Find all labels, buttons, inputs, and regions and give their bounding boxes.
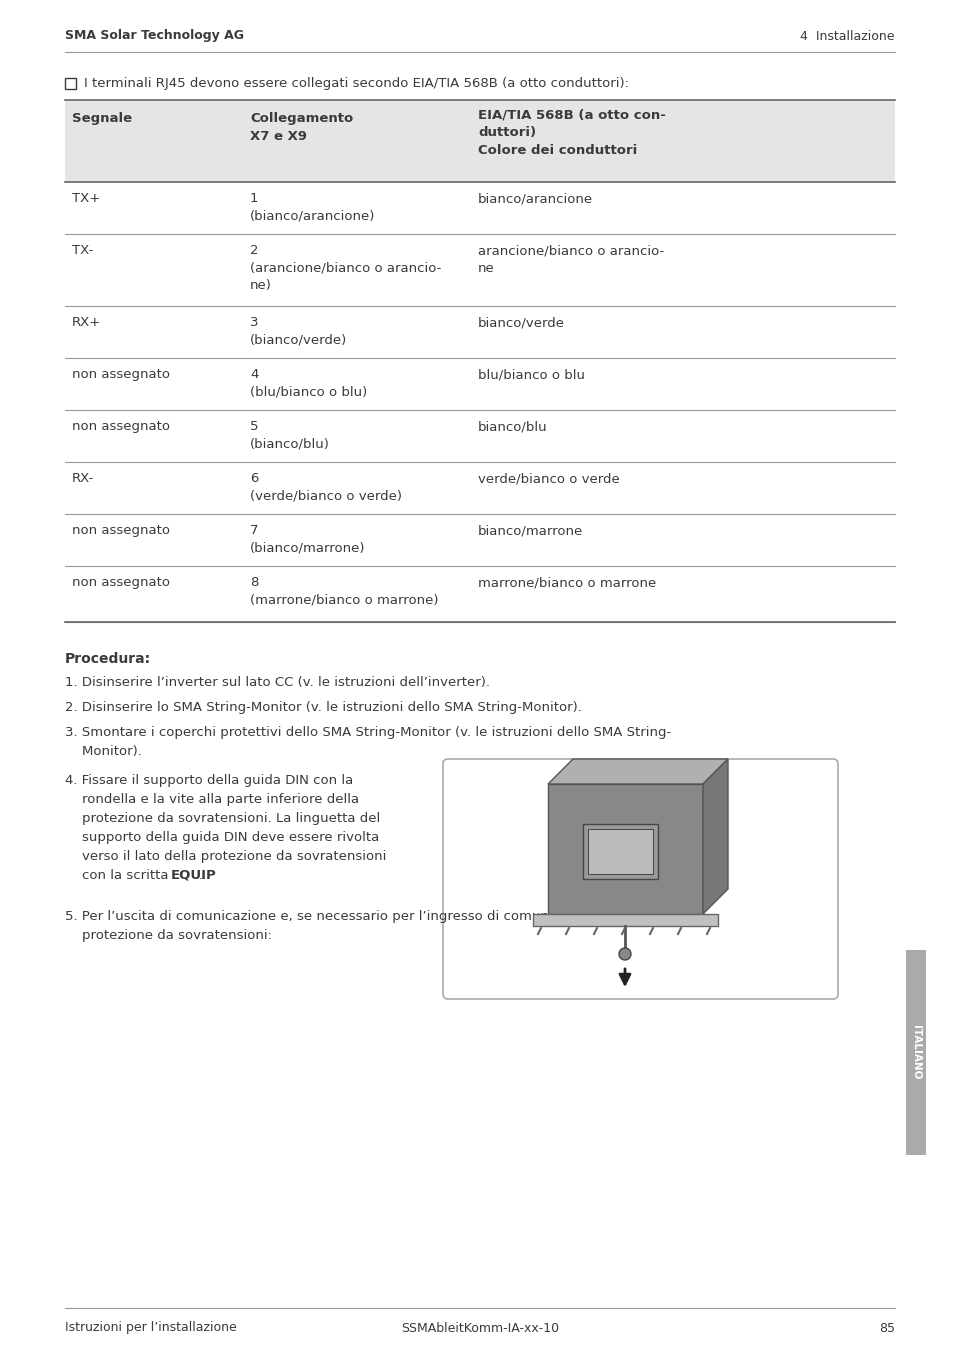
- Text: verso il lato della protezione da sovratensioni: verso il lato della protezione da sovrat…: [65, 850, 386, 862]
- Text: bianco/arancione: bianco/arancione: [477, 192, 593, 204]
- Text: TX-: TX-: [71, 244, 93, 257]
- Text: 85: 85: [878, 1322, 894, 1335]
- Text: 3
(bianco/verde): 3 (bianco/verde): [250, 315, 347, 347]
- Text: 1. Disinserire l’inverter sul lato CC (v. le istruzioni dell’inverter).: 1. Disinserire l’inverter sul lato CC (v…: [65, 676, 490, 689]
- Text: Monitor).: Monitor).: [65, 745, 142, 758]
- Text: non assegnato: non assegnato: [71, 420, 170, 433]
- Polygon shape: [702, 760, 727, 914]
- Bar: [587, 829, 652, 873]
- Text: rondella e la vite alla parte inferiore della: rondella e la vite alla parte inferiore …: [65, 793, 358, 806]
- Text: 3. Smontare i coperchi protettivi dello SMA String-Monitor (v. le istruzioni del: 3. Smontare i coperchi protettivi dello …: [65, 726, 671, 739]
- Bar: [65, 100, 894, 181]
- Text: Collegamento
X7 e X9: Collegamento X7 e X9: [250, 112, 353, 144]
- Text: 5
(bianco/blu): 5 (bianco/blu): [250, 420, 330, 451]
- Bar: [533, 914, 718, 926]
- Text: 8
(marrone/bianco o marrone): 8 (marrone/bianco o marrone): [250, 575, 438, 607]
- Text: non assegnato: non assegnato: [71, 524, 170, 538]
- Text: SSMAbleitKomm-IA-xx-10: SSMAbleitKomm-IA-xx-10: [400, 1322, 558, 1335]
- Text: RX+: RX+: [71, 315, 101, 329]
- Text: EIA/TIA 568B (a otto con-
duttori)
Colore dei conduttori: EIA/TIA 568B (a otto con- duttori) Color…: [477, 108, 665, 157]
- Bar: [547, 784, 702, 914]
- Text: marrone/bianco o marrone: marrone/bianco o marrone: [477, 575, 656, 589]
- Text: 4. Fissare il supporto della guida DIN con la: 4. Fissare il supporto della guida DIN c…: [65, 774, 353, 787]
- Text: bianco/verde: bianco/verde: [477, 315, 564, 329]
- Text: con la scritta: con la scritta: [65, 869, 172, 881]
- Text: non assegnato: non assegnato: [71, 575, 170, 589]
- Text: blu/bianco o blu: blu/bianco o blu: [477, 368, 584, 380]
- Text: 2. Disinserire lo SMA String-Monitor (v. le istruzioni dello SMA String-Monitor): 2. Disinserire lo SMA String-Monitor (v.…: [65, 701, 581, 714]
- Text: SMA Solar Technology AG: SMA Solar Technology AG: [65, 30, 244, 42]
- Text: 5. Per l’uscita di comunicazione e, se necessario per l’ingresso di comunicazion: 5. Per l’uscita di comunicazione e, se n…: [65, 910, 702, 923]
- Text: 4
(blu/bianco o blu): 4 (blu/bianco o blu): [250, 368, 367, 398]
- Text: protezione da sovratensioni. La linguetta del: protezione da sovratensioni. La linguett…: [65, 812, 380, 825]
- Text: ITALIANO: ITALIANO: [910, 1025, 920, 1079]
- Text: verde/bianco o verde: verde/bianco o verde: [477, 473, 619, 485]
- Text: non assegnato: non assegnato: [71, 368, 170, 380]
- Text: EQUIP: EQUIP: [171, 869, 216, 881]
- Text: I terminali RJ45 devono essere collegati secondo EIA/TIA 568B (a otto conduttori: I terminali RJ45 devono essere collegati…: [84, 77, 628, 89]
- Text: .: .: [198, 869, 202, 881]
- Bar: [905, 951, 925, 1155]
- Text: 4  Installazione: 4 Installazione: [800, 30, 894, 42]
- Text: RX-: RX-: [71, 473, 94, 485]
- Text: bianco/blu: bianco/blu: [477, 420, 547, 433]
- Text: 6
(verde/bianco o verde): 6 (verde/bianco o verde): [250, 473, 401, 502]
- Text: TX+: TX+: [71, 192, 100, 204]
- Bar: [582, 825, 658, 879]
- Text: Procedura:: Procedura:: [65, 653, 151, 666]
- Circle shape: [618, 948, 630, 960]
- Text: 2
(arancione/bianco o arancio-
ne): 2 (arancione/bianco o arancio- ne): [250, 244, 441, 292]
- Text: 7
(bianco/marrone): 7 (bianco/marrone): [250, 524, 365, 555]
- Text: protezione da sovratensioni:: protezione da sovratensioni:: [65, 929, 272, 942]
- Text: supporto della guida DIN deve essere rivolta: supporto della guida DIN deve essere riv…: [65, 831, 379, 844]
- Text: bianco/marrone: bianco/marrone: [477, 524, 582, 538]
- Text: 1
(bianco/arancione): 1 (bianco/arancione): [250, 192, 375, 222]
- Text: Istruzioni per l’installazione: Istruzioni per l’installazione: [65, 1322, 236, 1335]
- Text: arancione/bianco o arancio-
ne: arancione/bianco o arancio- ne: [477, 244, 663, 275]
- Polygon shape: [547, 760, 727, 784]
- Bar: [65, 79, 76, 89]
- FancyBboxPatch shape: [442, 760, 837, 999]
- Text: Segnale: Segnale: [71, 112, 132, 125]
